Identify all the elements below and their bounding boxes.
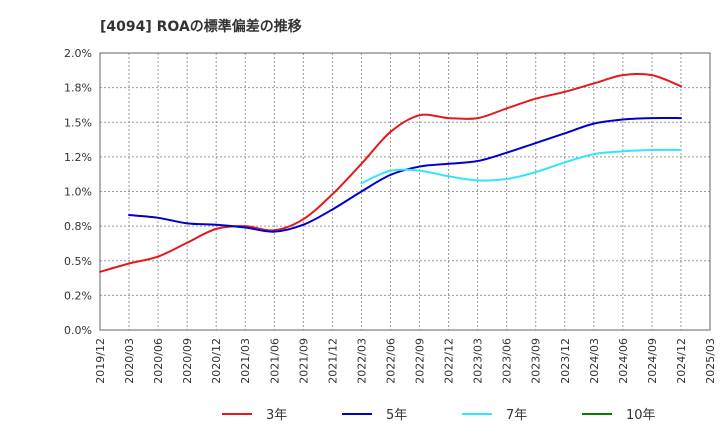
series-line-0 [99,72,682,273]
y-tick-label: 2.0% [64,47,92,60]
x-tick-label: 2024/06 [617,338,630,384]
x-tick-label: 2023/12 [559,338,572,384]
x-tick-label: 2021/06 [268,338,281,384]
x-tick-label: 2024/09 [646,338,659,384]
y-tick-label: 0.8% [64,220,92,233]
y-tick-label: 1.5% [64,116,92,129]
x-tick-label: 2023/09 [530,338,543,384]
x-tick-label: 2019/12 [94,338,107,384]
legend-label-3: 10年 [626,408,656,423]
y-tick-label: 1.2% [64,151,92,164]
x-tick-label: 2020/09 [181,338,194,384]
x-tick-label: 2021/12 [326,338,339,384]
x-tick-label: 2024/12 [675,338,688,384]
legend-label-0: 3年 [266,408,287,423]
x-tick-label: 2020/03 [123,338,136,384]
x-tick-label: 2023/06 [501,338,514,384]
x-tick-label: 2022/09 [414,338,427,384]
legend-label-1: 5年 [386,408,407,423]
x-tick-label: 2022/03 [355,338,368,384]
x-tick-label: 2020/12 [210,338,223,384]
x-tick-label: 2020/06 [152,338,165,384]
x-tick-label: 2025/03 [704,338,717,384]
y-tick-label: 0.2% [64,289,92,302]
x-tick-label: 2024/03 [588,338,601,384]
x-tick-label: 2021/09 [297,338,310,384]
legend: 3年 5年 7年 10年 [222,408,656,423]
chart-title: [4094] ROAの標準偏差の推移 [100,18,302,35]
y-tick-label: 0.0% [64,324,92,337]
legend-label-2: 7年 [506,408,527,423]
x-tick-label: 2021/03 [239,338,252,384]
x-tick-label: 2022/06 [384,338,397,384]
series-line-2 [360,148,682,185]
y-tick-label: 0.5% [64,255,92,268]
y-tick-label: 1.8% [64,82,92,95]
x-tick-label: 2023/03 [472,338,485,384]
plot-area: 0.0% 0.2% 0.5% 0.8% 1.0% 1.2% 1.5% 1.8% 2.0% 2019… [64,47,717,384]
plot-frame [99,52,711,331]
y-tick-label: 1.0% [64,186,92,199]
x-tick-label: 2022/12 [443,338,456,384]
